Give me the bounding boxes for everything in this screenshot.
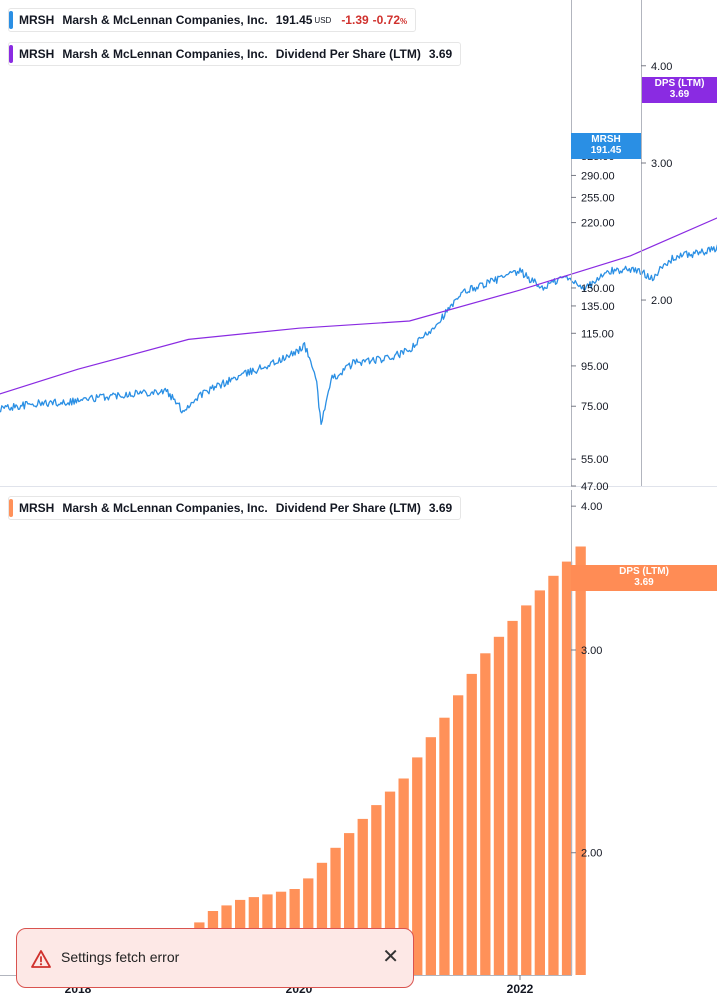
- dividend-bar: [371, 805, 382, 975]
- error-toast: Settings fetch error ✕: [16, 928, 414, 988]
- dividend-bar: [384, 791, 396, 975]
- close-icon[interactable]: ✕: [382, 946, 399, 968]
- price-axis: 325.00290.00255.00220.00150.00135.00115.…: [571, 0, 615, 493]
- dividend-bar: [548, 575, 559, 975]
- legend-ticker: MRSH: [19, 13, 55, 27]
- time-tick-label: 2022: [507, 982, 534, 996]
- price-tick-label: 47.00: [581, 481, 609, 493]
- dividend-bar: [412, 757, 423, 975]
- dividend-bar: [480, 653, 491, 975]
- legend-company: Marsh & McLennan Companies, Inc.: [62, 47, 268, 61]
- dividend-panel: [139, 546, 586, 975]
- price-series-line: [0, 244, 717, 425]
- dps-tag-value: 3.69: [634, 577, 654, 588]
- dps-axis-top: 4.00 3.00 2.00: [641, 0, 672, 486]
- dps-tag-bottom: DPS (LTM) 3.69: [571, 565, 717, 591]
- price-tag: MRSH 191.45: [571, 133, 641, 159]
- dividend-bar: [507, 620, 518, 975]
- warning-triangle-icon: [31, 949, 51, 974]
- dividend-bar: [521, 605, 532, 975]
- dps-legend-bottom[interactable]: MRSH Marsh & McLennan Companies, Inc. Di…: [8, 496, 462, 520]
- dps-tick-label: 4.00: [651, 61, 672, 73]
- dividend-bar: [316, 862, 328, 975]
- dividend-bar: [466, 673, 477, 975]
- dividend-tick-label: 4.00: [581, 501, 602, 513]
- price-tag-value: 191.45: [590, 145, 622, 156]
- legend-ticker: MRSH: [19, 501, 55, 515]
- dps-series-line: [0, 217, 717, 395]
- toast-message: Settings fetch error: [61, 949, 180, 965]
- legend-ticker: MRSH: [19, 47, 55, 61]
- dividend-bar: [425, 737, 436, 975]
- price-tick-label: 55.00: [581, 454, 609, 466]
- price-tick-label: 115.00: [581, 328, 614, 340]
- series-color-marker: [9, 45, 13, 63]
- legend-change: -1.39: [341, 13, 369, 27]
- legend-change-pct: -0.72%: [373, 13, 407, 27]
- dividend-bar: [439, 717, 450, 975]
- price-tick-label: 220.00: [581, 218, 615, 230]
- price-panel: [0, 217, 717, 487]
- price-tick-label: 255.00: [581, 192, 615, 204]
- price-legend[interactable]: MRSH Marsh & McLennan Companies, Inc. 19…: [8, 8, 417, 32]
- dps-tag-value: 3.69: [669, 89, 690, 100]
- dividend-bar: [534, 590, 545, 975]
- dps-tick-label: 3.00: [651, 158, 672, 170]
- price-tick-label: 290.00: [581, 170, 615, 182]
- dividend-bar: [493, 636, 505, 975]
- dividend-bar: [561, 561, 573, 975]
- price-tick-label: 135.00: [581, 301, 615, 313]
- price-tick-label: 95.00: [581, 361, 609, 373]
- price-tick-label: 75.00: [581, 401, 609, 413]
- dividend-bar: [330, 847, 341, 975]
- dividend-bar: [453, 695, 464, 975]
- dividend-bar: [357, 818, 368, 975]
- dividend-bar: [344, 833, 355, 975]
- legend-value: 3.69: [428, 501, 453, 515]
- series-color-marker: [9, 499, 13, 517]
- legend-value: 3.69: [428, 47, 453, 61]
- price-tick-label: 150.00: [581, 283, 615, 295]
- legend-company: Marsh & McLennan Companies, Inc.: [62, 13, 268, 27]
- legend-company: Marsh & McLennan Companies, Inc.: [62, 501, 268, 515]
- dps-tick-label: 2.00: [651, 295, 672, 307]
- dividend-tick-label: 2.00: [581, 848, 602, 860]
- legend-price: 191.45: [275, 13, 313, 27]
- dividend-tick-label: 3.00: [581, 645, 602, 657]
- dps-tag-label: DPS (LTM): [619, 566, 669, 577]
- dividend-bar: [575, 546, 586, 975]
- legend-pct-sign: %: [400, 17, 408, 26]
- dps-tag-top: DPS (LTM) 3.69: [642, 77, 717, 103]
- price-tag-label: MRSH: [591, 134, 621, 145]
- dividend-bar: [303, 878, 314, 975]
- legend-metric: Dividend Per Share (LTM): [275, 501, 421, 515]
- dps-legend-top[interactable]: MRSH Marsh & McLennan Companies, Inc. Di…: [8, 42, 462, 66]
- legend-change-pct-value: -0.72: [372, 13, 401, 27]
- dps-tag-label: DPS (LTM): [654, 78, 705, 89]
- series-color-marker: [9, 11, 13, 29]
- legend-metric: Dividend Per Share (LTM): [275, 47, 421, 61]
- dividend-bar: [398, 778, 409, 975]
- legend-currency: USD: [314, 15, 332, 25]
